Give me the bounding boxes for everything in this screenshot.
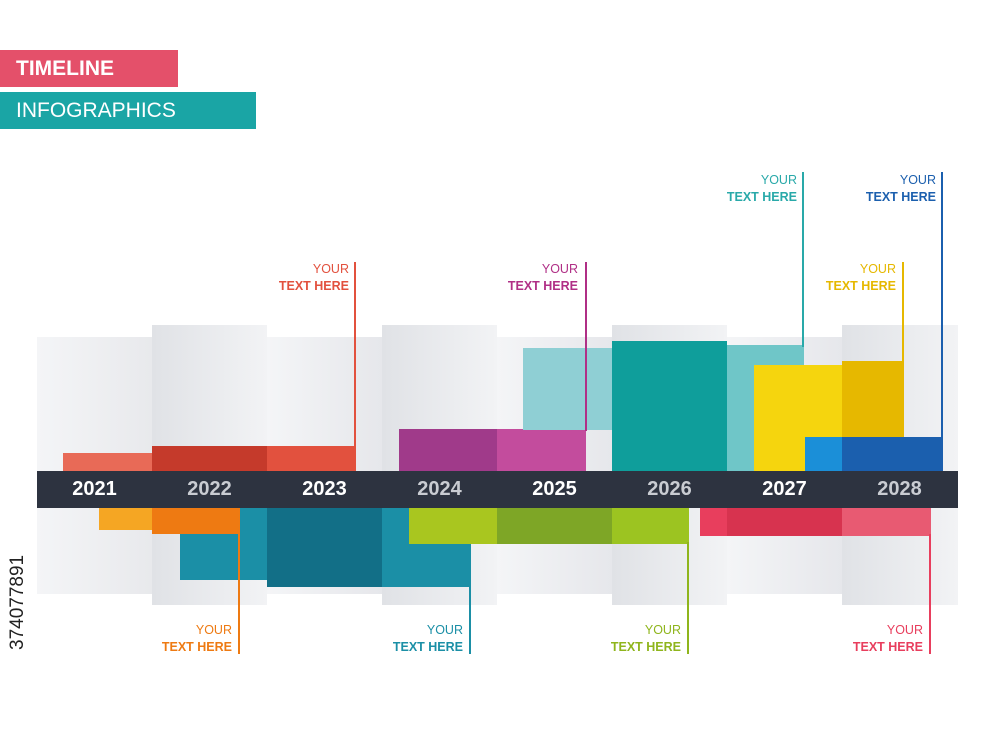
year-label: 2023 — [302, 478, 347, 500]
callout-line1: YOUR — [899, 173, 936, 187]
orange-block — [99, 506, 152, 530]
callout-line1: YOUR — [426, 623, 463, 637]
callout-line2: TEXT HERE — [161, 640, 232, 654]
year-label: 2026 — [647, 478, 692, 500]
blue-block — [805, 437, 842, 473]
magenta-block — [497, 429, 586, 473]
callout-line1: YOUR — [195, 623, 232, 637]
callout-line2: TEXT HERE — [865, 190, 936, 204]
callout-line1: YOUR — [312, 262, 349, 276]
callout-line1: YOUR — [644, 623, 681, 637]
callout-line2: TEXT HERE — [726, 190, 797, 204]
callout-text: YOUR TEXT HERE — [561, 622, 681, 656]
callout-line2: TEXT HERE — [392, 640, 463, 654]
callout-line2: TEXT HERE — [852, 640, 923, 654]
year-label: 2025 — [532, 478, 577, 500]
pink-block — [842, 506, 931, 536]
year-band — [37, 471, 958, 508]
red-block — [63, 453, 152, 473]
green-block — [409, 506, 497, 544]
pink-block — [727, 506, 842, 536]
callout-line1: YOUR — [886, 623, 923, 637]
yellow-block — [842, 361, 904, 441]
blue-block — [842, 437, 943, 473]
callout-line — [238, 532, 240, 654]
red-block — [152, 446, 267, 473]
callout-line — [802, 172, 804, 347]
callout-line — [929, 534, 931, 654]
teal-block — [180, 534, 267, 580]
callout-line — [585, 262, 587, 431]
orange-block — [152, 506, 240, 534]
year-label: 2024 — [417, 478, 462, 500]
callout-text: YOUR TEXT HERE — [343, 622, 463, 656]
side-id-text: 374077891 — [7, 555, 28, 650]
callout-text: YOUR TEXT HERE — [803, 622, 923, 656]
green-block — [612, 506, 689, 544]
year-label: 2022 — [187, 478, 232, 500]
year-label: 2028 — [877, 478, 922, 500]
year-label: 2027 — [762, 478, 807, 500]
callout-line2: TEXT HERE — [507, 279, 578, 293]
year-label: 2021 — [72, 478, 117, 500]
title-banner: TIMELINE — [0, 50, 178, 87]
green-block — [497, 506, 612, 544]
callout-text: YOUR TEXT HERE — [229, 261, 349, 295]
side-id-label: 374077891 — [7, 555, 28, 650]
callout-text: YOUR TEXT HERE — [677, 172, 797, 206]
pink-block — [700, 506, 727, 536]
callout-line — [902, 262, 904, 363]
callout-line — [687, 542, 689, 654]
callout-line — [354, 262, 356, 448]
callout-line — [941, 172, 943, 439]
callout-line1: YOUR — [760, 173, 797, 187]
subtitle-banner: INFOGRAPHICS — [0, 92, 256, 129]
aqua-block — [612, 341, 727, 473]
callout-text: YOUR TEXT HERE — [816, 172, 936, 206]
callout-text: YOUR TEXT HERE — [112, 622, 232, 656]
callout-line2: TEXT HERE — [825, 279, 896, 293]
purple-block — [399, 429, 497, 473]
callout-line2: TEXT HERE — [278, 279, 349, 293]
red-block — [267, 446, 356, 473]
teal-block — [267, 506, 382, 587]
subtitle-text: INFOGRAPHICS — [16, 99, 176, 122]
callout-line — [469, 585, 471, 654]
callout-line1: YOUR — [541, 262, 578, 276]
callout-line1: YOUR — [859, 262, 896, 276]
teal-block — [240, 506, 267, 534]
title-text: TIMELINE — [16, 57, 114, 80]
aqua-block — [523, 348, 612, 430]
callout-line2: TEXT HERE — [610, 640, 681, 654]
callout-text: YOUR TEXT HERE — [458, 261, 578, 295]
callout-text: YOUR TEXT HERE — [776, 261, 896, 295]
